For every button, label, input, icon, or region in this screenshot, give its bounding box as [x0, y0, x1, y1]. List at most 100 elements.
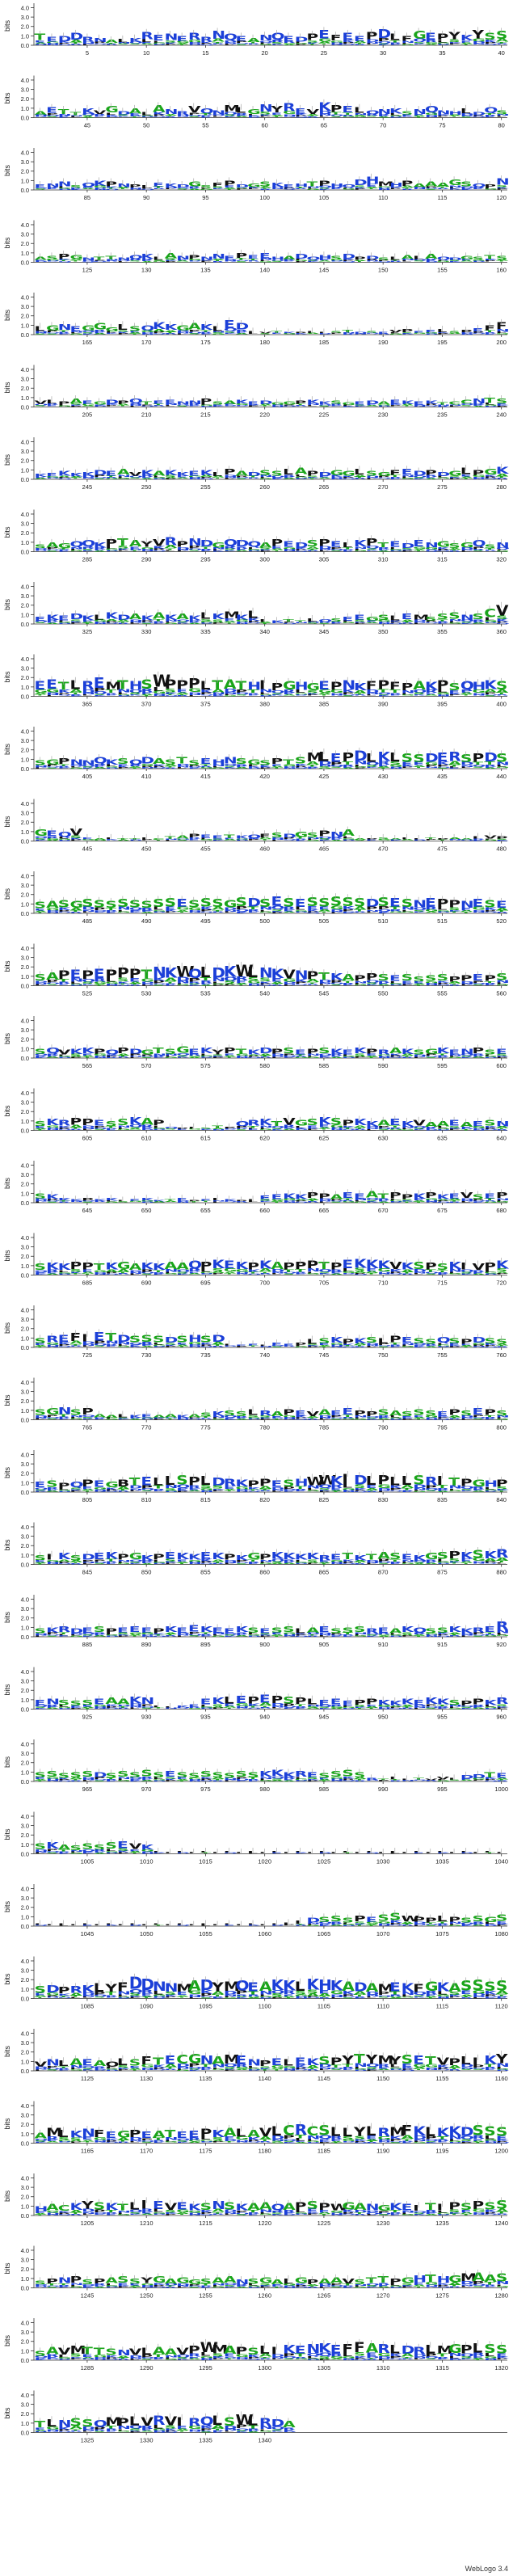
- logo-letter: N: [413, 188, 427, 190]
- logo-letter: T: [129, 334, 141, 335]
- logo-letter: A: [330, 1056, 343, 1058]
- logo-letter: R: [105, 1057, 118, 1059]
- logo-letter: K: [69, 188, 83, 190]
- logo-letter: N: [460, 549, 474, 550]
- logo-letter: Q: [283, 188, 296, 190]
- logo-letter: D: [295, 253, 309, 260]
- logo-letter: K: [35, 473, 48, 478]
- logo-letter: T: [484, 112, 495, 116]
- x-tick-label: 390: [378, 701, 389, 708]
- logo-letter: R: [306, 984, 319, 985]
- logo-letter: G: [176, 324, 189, 332]
- logo-letter: L: [448, 406, 459, 407]
- logo-letter: T: [389, 474, 401, 478]
- logo-letter: D: [82, 260, 95, 262]
- logo-letter: P: [366, 259, 378, 262]
- logo-letter: R: [141, 474, 153, 478]
- logo-letter: E: [46, 405, 57, 407]
- logo-letter: E: [425, 477, 436, 479]
- logo-letter: E: [236, 549, 247, 551]
- logo-letter: P: [259, 1636, 271, 1638]
- logo-letter: P: [295, 549, 307, 550]
- logo-letter: P: [306, 1129, 318, 1131]
- logo-letter: T: [306, 116, 317, 117]
- logo-letter: A: [259, 186, 273, 188]
- logo-letter: P: [496, 188, 508, 190]
- logo-letter: G: [105, 548, 118, 550]
- logo-letter: D: [236, 405, 250, 407]
- logo-letter: E: [236, 35, 247, 43]
- logo-letter: S: [236, 479, 247, 480]
- logo-letter: P: [425, 404, 437, 407]
- logo-letter: T: [496, 1490, 507, 1492]
- logo-letter: T: [94, 984, 105, 986]
- logo-letter: G: [82, 324, 95, 332]
- logo-letter: A: [366, 622, 379, 624]
- logo-letter: L: [129, 1490, 140, 1492]
- logo-letter: D: [188, 42, 202, 44]
- logo-letter: L: [437, 476, 448, 479]
- logo-letter: G: [295, 43, 308, 44]
- logo-letter: E: [58, 550, 69, 552]
- logo-letter: P: [496, 1273, 508, 1275]
- logo-letter: N: [82, 257, 95, 261]
- logo-letter: D: [389, 550, 403, 552]
- logo-letter: Q: [247, 540, 261, 550]
- x-tick-label: 160: [496, 267, 507, 274]
- logo-letter: V: [153, 538, 166, 548]
- logo-letter: Q: [153, 333, 166, 335]
- logo-letter: G: [46, 476, 59, 479]
- logo-letter: R: [58, 1201, 71, 1203]
- logo-letter: E: [129, 331, 141, 333]
- logo-letter: T: [35, 1563, 46, 1565]
- logo-letter: A: [129, 107, 142, 115]
- logo-letter: P: [283, 188, 295, 189]
- logo-letter: Q: [484, 44, 498, 45]
- x-tick-label: 195: [437, 339, 448, 346]
- logo-letter: Q: [224, 538, 238, 548]
- logo-letter: E: [46, 106, 57, 116]
- logo-letter: E: [200, 1635, 212, 1637]
- logo-letter: H: [295, 183, 309, 188]
- logo-letter: T: [342, 112, 353, 116]
- logo-letter: E: [176, 259, 187, 262]
- logo-letter: D: [176, 330, 190, 333]
- logo-letter: L: [366, 44, 376, 45]
- logo-letter: E: [402, 115, 413, 117]
- logo-letter: T: [153, 187, 164, 189]
- logo-letter: R: [496, 1129, 509, 1131]
- logo-letter: Q: [129, 476, 143, 479]
- logo-letter: L: [259, 43, 270, 44]
- logo-letter: F: [484, 324, 495, 332]
- logo-letter: E: [141, 477, 152, 479]
- y-tick-label: 2.0: [21, 819, 29, 826]
- y-tick-label: 3.0: [21, 882, 29, 889]
- logo-letter: R: [473, 549, 485, 551]
- logo-letter: N: [283, 116, 296, 117]
- logo-letter: E: [129, 546, 141, 550]
- logo-letter: T: [460, 912, 472, 913]
- logo-letter: R: [306, 116, 319, 118]
- x-tick-label: 595: [437, 1062, 448, 1069]
- logo-letter: P: [342, 260, 354, 262]
- logo-letter: Q: [82, 330, 95, 333]
- logo-letter: A: [425, 1347, 438, 1348]
- logo-letter: S: [271, 470, 283, 477]
- logo-letter: D: [224, 259, 238, 262]
- logo-letter: A: [425, 180, 438, 188]
- y-tick-label: 1.0: [21, 1479, 29, 1486]
- logo-letter: S: [366, 548, 377, 550]
- logo-letter: S: [318, 188, 330, 189]
- logo-letter: T: [389, 40, 401, 43]
- logo-letter: T: [318, 694, 330, 696]
- logo-letter: R: [236, 1201, 249, 1203]
- logo-letter: A: [318, 478, 331, 479]
- logo-letter: D: [94, 188, 107, 189]
- logo-letter: D: [35, 261, 48, 263]
- logo-letter: P: [460, 330, 473, 334]
- logo-letter: A: [69, 40, 83, 44]
- logo-letter: P: [389, 188, 402, 190]
- logo-letter: N: [35, 550, 48, 551]
- logo-letter: D: [437, 470, 451, 477]
- y-tick-label: 1.0: [21, 1263, 29, 1270]
